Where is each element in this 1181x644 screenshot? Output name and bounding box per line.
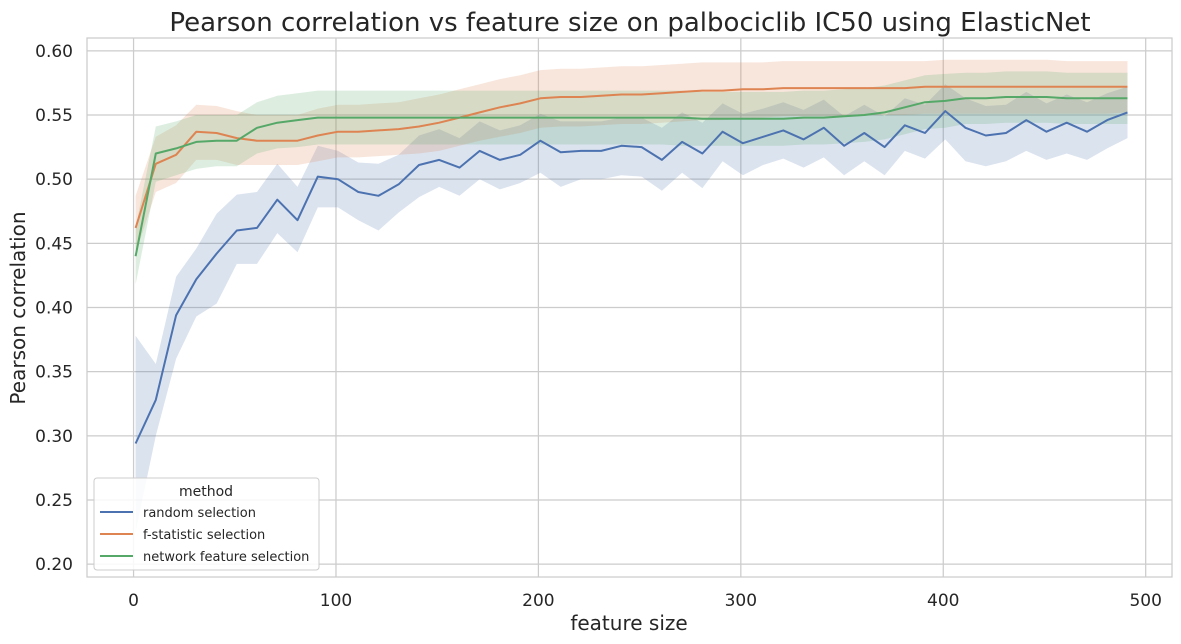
x-axis-label: feature size xyxy=(570,611,687,635)
line-f-statistic-selection xyxy=(134,85,1128,229)
legend: method random selection f-statistic sele… xyxy=(93,477,320,571)
chart-title: Pearson correlation vs feature size on p… xyxy=(169,8,1090,38)
x-tick-label: 500 xyxy=(1129,591,1161,611)
plot-frame xyxy=(86,37,1173,578)
x-tick-label: 100 xyxy=(320,591,352,611)
y-tick-label: 0.40 xyxy=(35,299,73,319)
band-f-statistic-selection xyxy=(135,59,1128,254)
x-tick-label: 300 xyxy=(725,591,757,611)
x-tick-label: 400 xyxy=(927,591,959,611)
y-axis-label: Pearson correlation xyxy=(6,211,30,404)
legend-label-fstat: f-statistic selection xyxy=(143,528,265,543)
confidence-bands xyxy=(135,59,1128,533)
y-tick-labels: 0.20 0.25 0.30 0.35 0.40 0.45 0.50 0.55 0.60 xyxy=(35,42,73,575)
legend-title: method xyxy=(179,484,233,500)
legend-box xyxy=(93,477,320,571)
y-tick-label: 0.60 xyxy=(35,42,73,62)
legend-label-random: random selection xyxy=(143,506,256,521)
line-network-feature-selection xyxy=(134,96,1128,257)
band-network-feature-selection xyxy=(135,71,1128,285)
line-random-selection xyxy=(134,110,1128,444)
y-tick-label: 0.55 xyxy=(35,106,73,126)
x-tick-label: 200 xyxy=(522,591,554,611)
legend-label-network: network feature selection xyxy=(143,550,309,565)
x-tick-labels: 0 100 200 300 400 500 xyxy=(128,591,1162,611)
y-tick-label: 0.35 xyxy=(35,363,73,383)
y-tick-label: 0.50 xyxy=(35,170,73,190)
y-tick-label: 0.45 xyxy=(35,234,73,254)
band-random-selection xyxy=(135,84,1128,533)
y-tick-label: 0.30 xyxy=(35,427,73,447)
x-tick-label: 0 xyxy=(128,591,139,611)
series-lines xyxy=(134,85,1128,444)
y-tick-label: 0.20 xyxy=(35,555,73,575)
y-tick-label: 0.25 xyxy=(35,491,73,511)
